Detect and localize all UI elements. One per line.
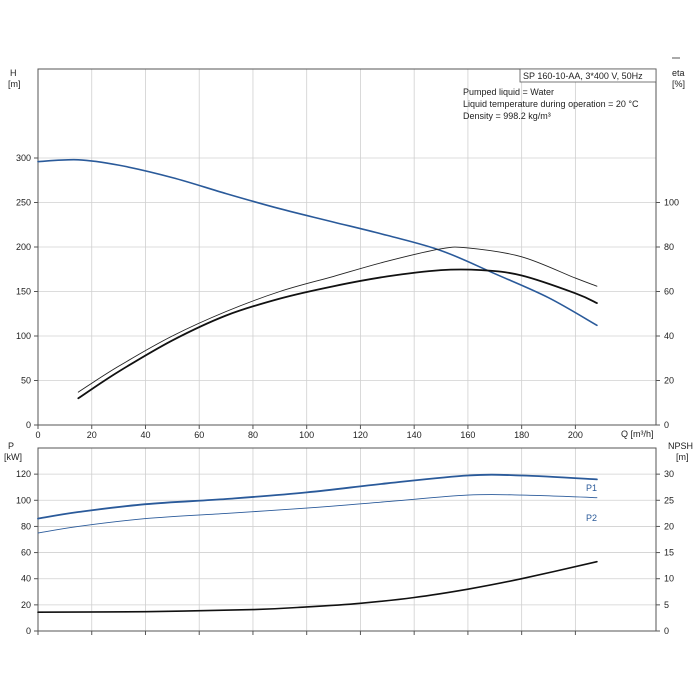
top-xtick-label: 120 — [353, 430, 368, 440]
top-plot-frame — [37, 68, 657, 426]
top-ytick-label: 300 — [16, 153, 31, 163]
bottom-ytick-label: 40 — [21, 574, 31, 584]
top-y2tick-label: 0 — [664, 420, 669, 430]
chart-title: SP 160-10-AA, 3*400 V, 50Hz — [523, 71, 643, 81]
top-xtick-label: 40 — [140, 430, 150, 440]
info-liquid-temperature: Liquid temperature during operation = 20… — [463, 99, 639, 109]
bottom-ytick-label: 120 — [16, 469, 31, 479]
top-ytick-label: 100 — [16, 331, 31, 341]
head-efficiency-panel: 0 50 100 150 200 250 300 0 20 40 60 80 100 0 20 40 60 8… — [8, 68, 685, 440]
bottom-plot-frame — [37, 447, 657, 632]
top-ytick-label: 250 — [16, 198, 31, 208]
head-curve — [37, 158, 598, 327]
top-xtick-label: 180 — [514, 430, 529, 440]
bottom-ytick-label: 60 — [21, 548, 31, 558]
title-box — [519, 68, 657, 83]
top-xtick-label: 140 — [407, 430, 422, 440]
top-xtick-label: 80 — [248, 430, 258, 440]
bottom-y2tick-label: 30 — [664, 469, 674, 479]
power-curve-p1 — [37, 473, 598, 520]
bottom-y2tick-label: 0 — [664, 626, 669, 636]
y-axis-unit-p: [kW] — [4, 452, 22, 462]
bottom-ytick-label: 0 — [26, 626, 31, 636]
top-ytick-label: 200 — [16, 242, 31, 252]
top-ytick-label: 50 — [21, 376, 31, 386]
top-xtick-label: 60 — [194, 430, 204, 440]
bottom-ytick-label: 100 — [16, 495, 31, 505]
bottom-ytick-label: 20 — [21, 600, 31, 610]
y2-axis-unit-eta: [%] — [672, 79, 685, 89]
series-label-p2: P2 — [586, 513, 597, 523]
efficiency-curve-thin — [77, 246, 598, 393]
info-pumped-liquid: Pumped liquid = Water — [463, 87, 554, 97]
y-axis-unit-h: [m] — [8, 79, 21, 89]
power-curve-p2 — [37, 494, 598, 534]
info-density: Density = 998.2 kg/m³ — [463, 111, 551, 121]
bottom-ytick-label: 80 — [21, 521, 31, 531]
y-axis-label-h: H — [10, 68, 17, 78]
npsh-curve — [37, 560, 598, 613]
bottom-y2tick-label: 15 — [664, 548, 674, 558]
top-y2tick-label: 20 — [664, 376, 674, 386]
top-xtick-label: 0 — [35, 430, 40, 440]
top-y2tick-label: 80 — [664, 242, 674, 252]
top-y2tick-label: 60 — [664, 287, 674, 297]
top-ytick-label: 0 — [26, 420, 31, 430]
top-xtick-label: 100 — [299, 430, 314, 440]
bottom-y2tick-label: 20 — [664, 521, 674, 531]
bottom-y2tick-label: 25 — [664, 495, 674, 505]
x-axis-label-q: Q [m³/h] — [621, 429, 654, 439]
series-label-p1: P1 — [586, 483, 597, 493]
bottom-y2tick-label: 10 — [664, 574, 674, 584]
top-xtick-label: 20 — [87, 430, 97, 440]
top-xtick-label: 200 — [568, 430, 583, 440]
bottom-y2tick-label: 5 — [664, 600, 669, 610]
top-xtick-label: 160 — [460, 430, 475, 440]
efficiency-curve-thick — [77, 268, 598, 400]
top-y2tick-label: 100 — [664, 198, 679, 208]
power-npsh-panel: 0 20 40 60 80 100 120 0 5 10 15 20 25 30 P [kW] NPSH… — [4, 441, 693, 636]
y2-axis-label-npsh: NPSH — [668, 441, 693, 451]
y-axis-label-p: P — [8, 441, 14, 451]
y2-axis-unit-npsh: [m] — [676, 452, 689, 462]
top-y2tick-label: 40 — [664, 331, 674, 341]
top-ytick-label: 150 — [16, 287, 31, 297]
y2-axis-label-eta: eta — [672, 68, 685, 78]
